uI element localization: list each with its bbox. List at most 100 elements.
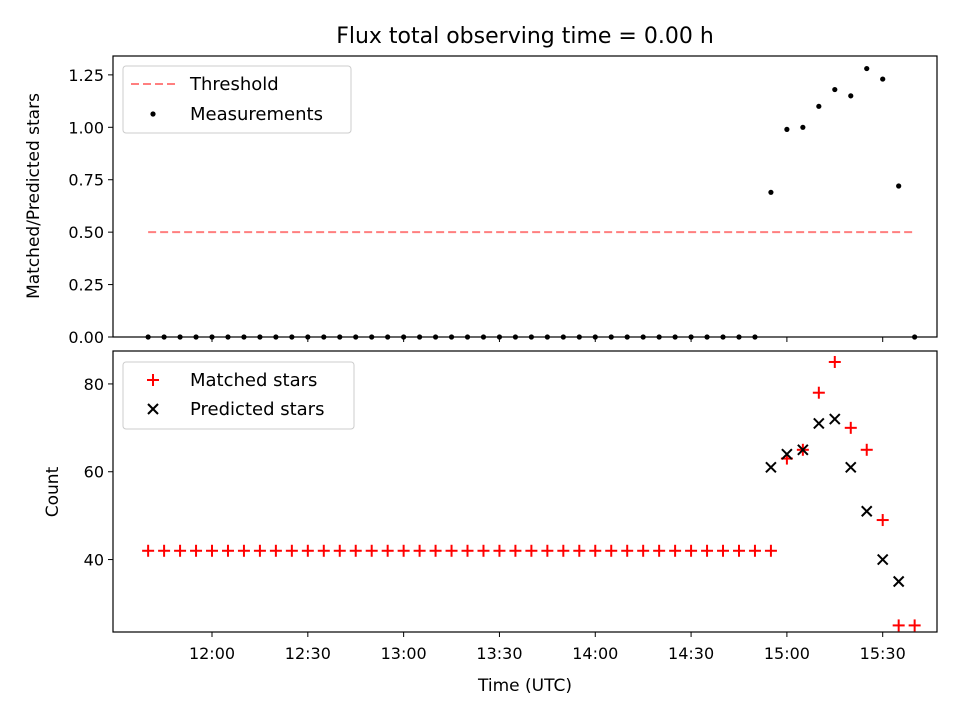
top-panel: 0.00 0.25 0.50 0.75 1.00 1.25 Matched/Predict… <box>24 55 938 347</box>
matched-star-point <box>365 544 378 557</box>
matched-star-point <box>573 544 586 557</box>
y-tick-label: 0.00 <box>68 328 104 347</box>
measurement-point <box>321 334 327 340</box>
top-y-axis-label: Matched/Predicted stars <box>24 93 44 299</box>
measurement-point <box>752 334 758 340</box>
bottom-y-ticks: 40 60 80 <box>84 375 113 570</box>
measurement-point <box>704 334 710 340</box>
matched-star-point <box>685 544 698 557</box>
x-tick-label: 13:30 <box>476 644 522 663</box>
measurement-point <box>385 334 391 340</box>
y-tick-label: 1.00 <box>68 118 104 137</box>
matched-star-point <box>190 544 203 557</box>
x-tick-label: 15:30 <box>860 644 906 663</box>
matched-star-point <box>621 544 634 557</box>
measurement-point <box>512 334 519 340</box>
measurement-point <box>369 334 375 340</box>
measurement-point <box>608 334 614 340</box>
matched-star-point <box>158 544 171 557</box>
matched-star-point <box>557 544 570 557</box>
predicted-star-point <box>813 417 825 430</box>
measurement-point <box>337 334 343 340</box>
measurement-point <box>161 334 167 340</box>
measurement-point <box>576 334 582 340</box>
measurement-point <box>528 334 534 340</box>
y-tick-label: 1.25 <box>68 66 104 85</box>
bottom-points-layer <box>142 355 921 632</box>
predicted-star-point <box>829 413 841 425</box>
measurement-point <box>464 334 471 340</box>
measurement-point <box>800 124 806 130</box>
top-legend-box <box>122 65 352 134</box>
x-tick-label: 12:00 <box>189 644 235 663</box>
legend-predicted-label: Predicted stars <box>190 399 324 420</box>
bottom-panel: 40 60 80 12:00 12:30 13:00 13:30 14:00 14:30 15:… <box>43 350 938 663</box>
matched-star-point <box>908 619 921 632</box>
matched-star-point <box>333 544 346 557</box>
top-x-ticks <box>211 337 884 342</box>
matched-star-point <box>717 544 730 557</box>
measurement-point <box>560 334 566 340</box>
measurement-point <box>241 334 247 340</box>
measurement-point <box>544 334 550 340</box>
legend-predicted-swatch <box>147 403 159 415</box>
measurement-point <box>912 334 918 340</box>
matched-star-point <box>429 544 442 557</box>
measurement-point <box>353 334 359 340</box>
measurement-point <box>289 334 295 340</box>
matched-star-point <box>748 544 761 557</box>
top-legend: Threshold Measurements <box>122 65 352 134</box>
measurement-point <box>720 334 726 340</box>
measurement-point <box>880 76 886 82</box>
matched-star-point <box>764 544 777 557</box>
chart-title: Flux total observing time = 0.00 h <box>336 24 714 49</box>
y-tick-label: 0.25 <box>68 276 104 295</box>
predicted-star-point <box>797 444 809 456</box>
matched-star-point <box>381 544 394 557</box>
measurement-point <box>432 334 439 340</box>
top-plot-frame <box>112 55 938 338</box>
measurement-point <box>417 334 423 340</box>
y-tick-label: 0.50 <box>68 223 104 242</box>
matched-star-point <box>349 544 362 557</box>
legend-threshold-label: Threshold <box>189 74 279 95</box>
legend-matched-swatch <box>147 374 159 386</box>
matched-star-point <box>253 544 266 557</box>
matched-star-point <box>637 544 650 557</box>
measurement-point <box>225 334 231 340</box>
x-tick-label: 14:30 <box>668 644 714 663</box>
x-tick-label: 12:30 <box>285 644 331 663</box>
matched-star-point <box>413 544 426 557</box>
matched-star-point <box>701 544 714 557</box>
measurement-point <box>177 334 183 340</box>
matched-star-point <box>509 544 522 557</box>
legend-matched-label: Matched stars <box>190 370 317 391</box>
measurement-point <box>193 334 199 340</box>
matched-star-point <box>812 386 825 399</box>
matched-star-point <box>876 514 889 527</box>
measurement-point <box>656 334 662 340</box>
matched-star-point <box>301 544 314 557</box>
measurement-point <box>864 65 870 72</box>
x-axis-label: Time (UTC) <box>477 676 572 696</box>
predicted-star-point <box>861 505 873 517</box>
measurement-point <box>624 334 630 340</box>
matched-star-point <box>605 544 618 557</box>
measurement-point <box>848 93 854 99</box>
y-tick-label: 0.75 <box>68 171 104 190</box>
matched-star-point <box>525 544 538 557</box>
matched-star-point <box>221 544 234 557</box>
matched-star-point <box>461 544 474 557</box>
matched-star-point <box>397 544 410 557</box>
bottom-legend-box <box>122 361 355 430</box>
measurement-point <box>768 189 774 195</box>
measurement-point <box>273 334 279 340</box>
matched-star-point <box>541 544 554 557</box>
measurement-point <box>832 86 838 93</box>
matched-star-point <box>828 355 841 368</box>
matched-star-point <box>174 544 187 557</box>
legend-measurements-label: Measurements <box>190 104 323 125</box>
measurement-point <box>672 334 678 340</box>
matched-star-point <box>653 544 666 557</box>
bottom-legend: Matched stars Predicted stars <box>122 361 355 430</box>
